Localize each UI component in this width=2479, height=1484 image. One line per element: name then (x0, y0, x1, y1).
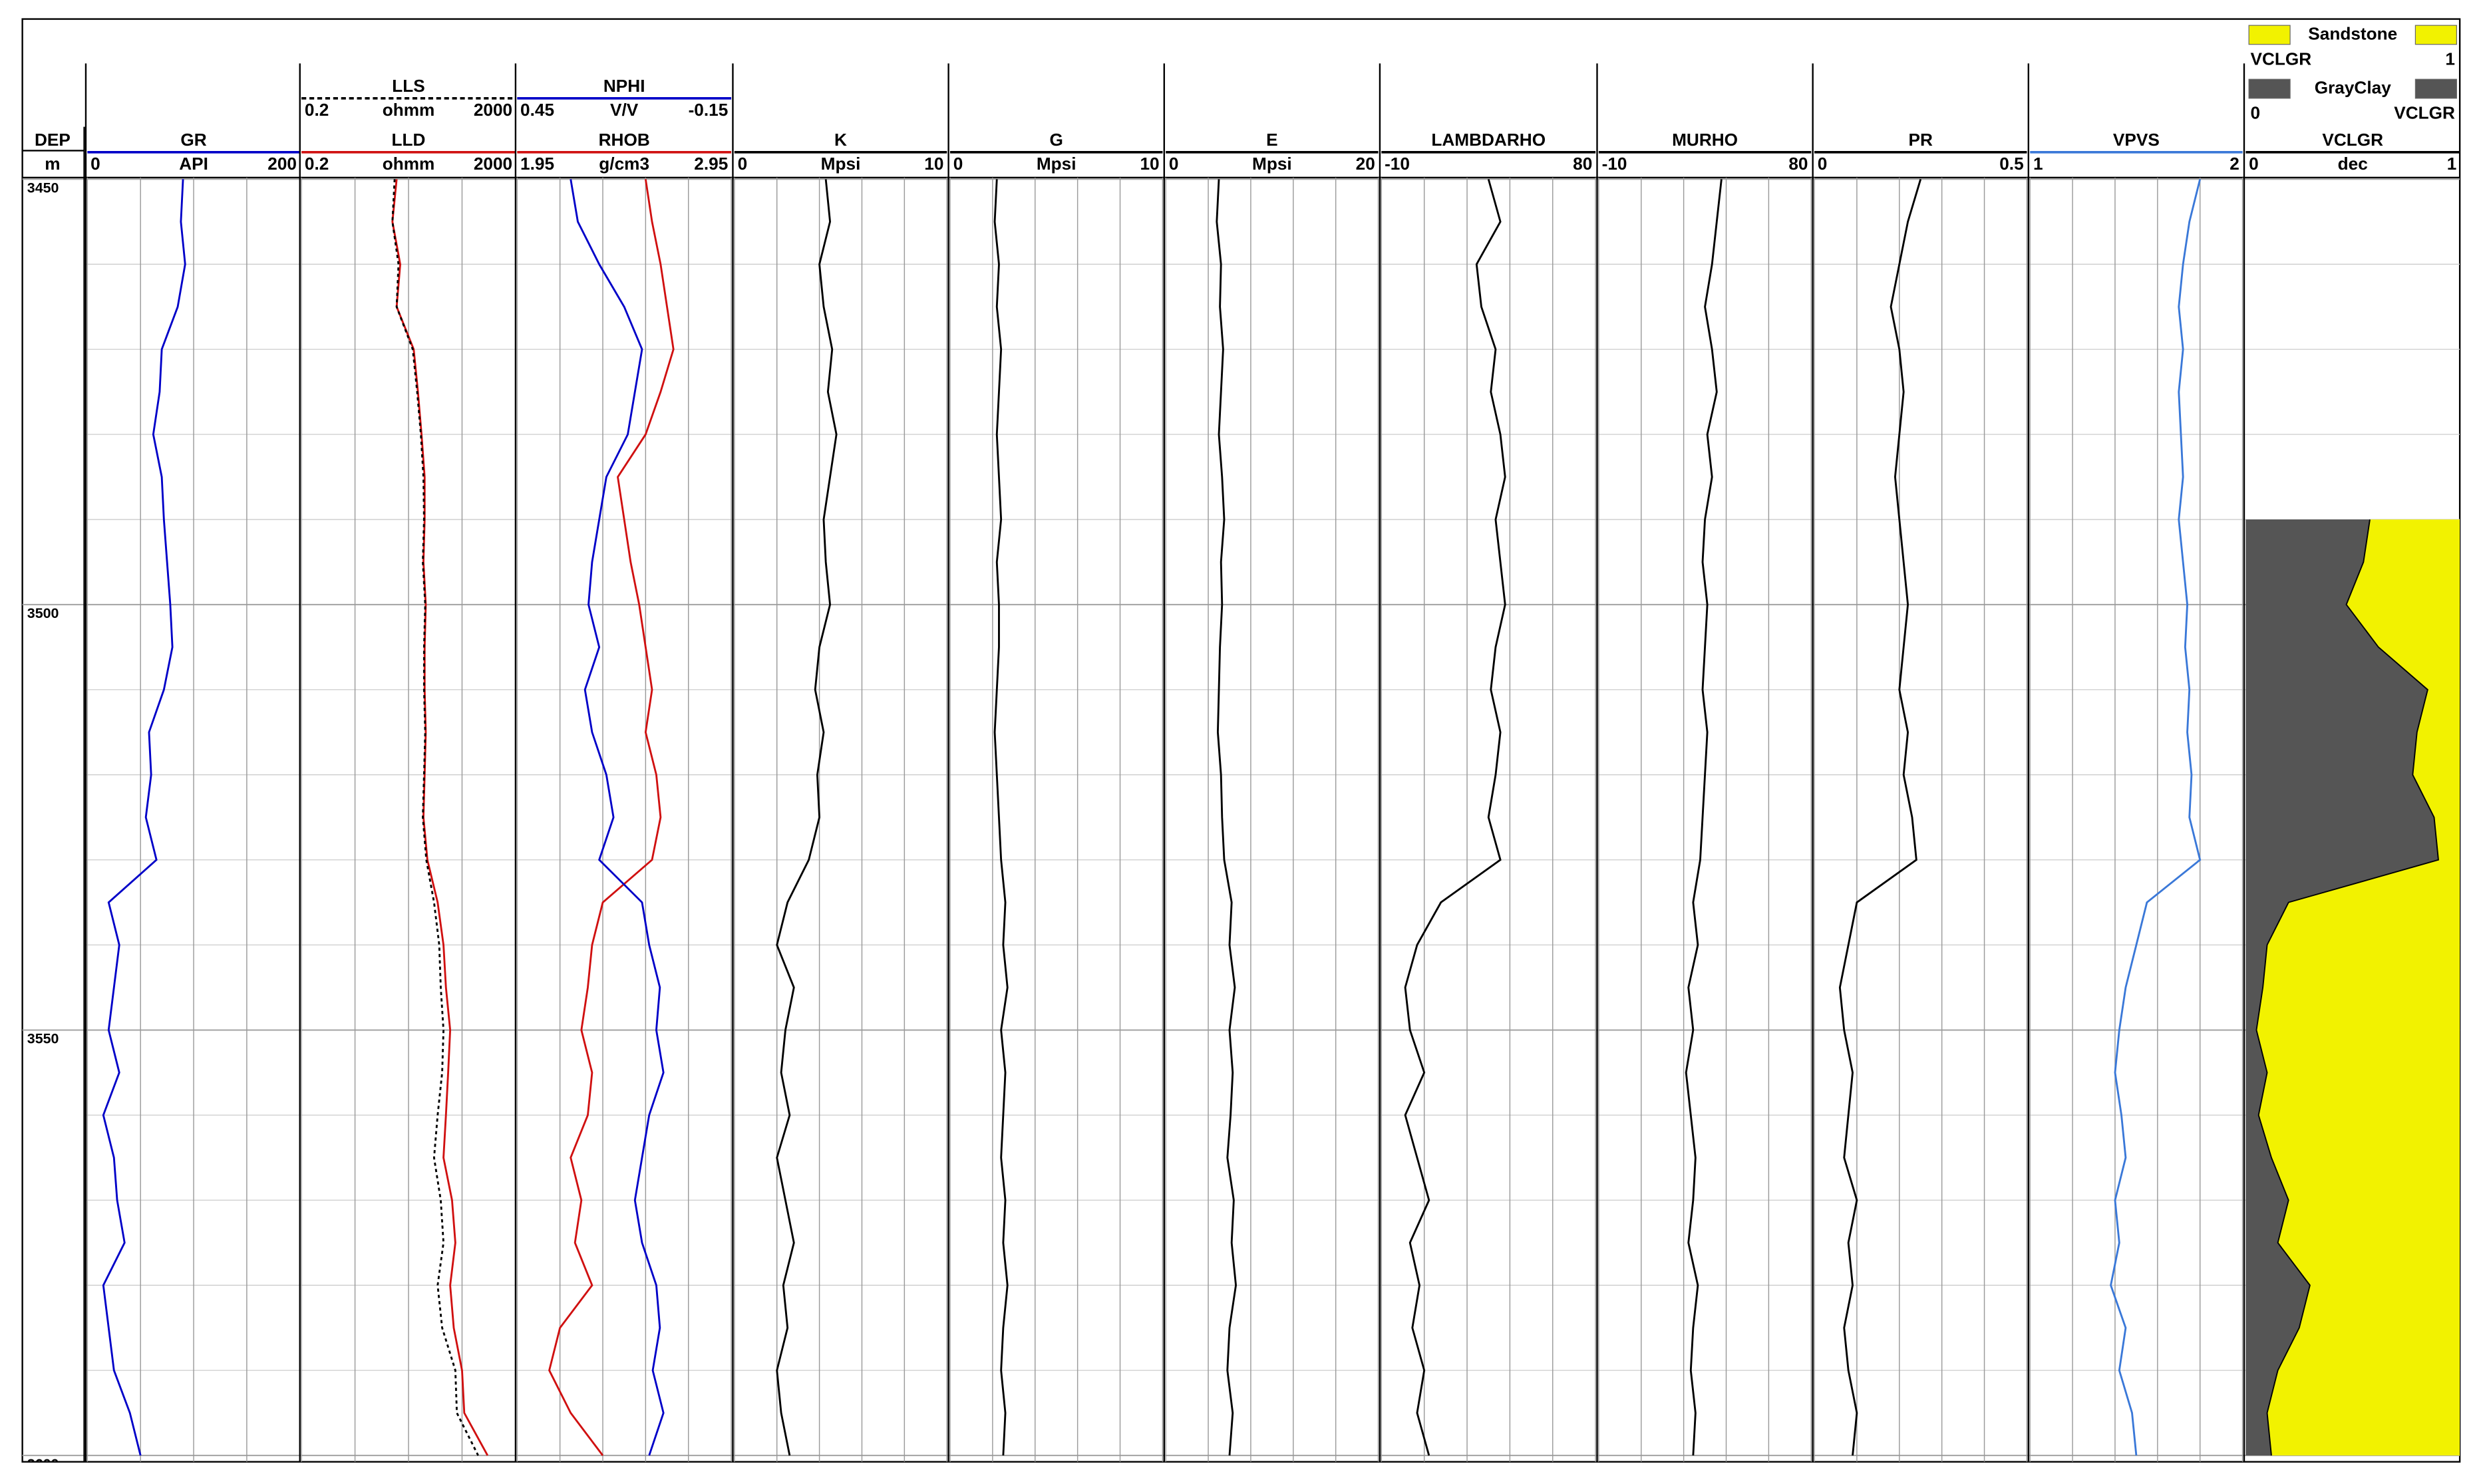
scale-right: 0.5 (1999, 154, 2023, 174)
log-curve (102, 179, 186, 1456)
curve-unit: Mpsi (1252, 154, 1292, 174)
curve-unit: dec (2338, 154, 2368, 174)
log-curve (1838, 178, 1922, 1456)
log-curve (993, 179, 1009, 1456)
curve-name: E (1266, 130, 1277, 150)
scale-right: 2 (2230, 154, 2239, 174)
log-curve (2110, 178, 2202, 1456)
curve-name: MURHO (1672, 130, 1738, 150)
scale-left: 0.2 (305, 100, 329, 120)
scale-left: 0.2 (305, 154, 329, 174)
scale-left: 1 (2033, 154, 2043, 174)
legend-swatch (2248, 25, 2291, 45)
curve-name: LAMBDARHO (1431, 130, 1546, 150)
scale-left: 0 (90, 154, 100, 174)
depth-tick-label: 3450 (27, 180, 59, 196)
scale-right: 2000 (474, 154, 512, 174)
legend-left-label: 0 (2251, 103, 2261, 123)
scale-left: 0 (1818, 154, 1828, 174)
curve-unit: ohmm (383, 100, 435, 120)
log-curve (391, 179, 479, 1456)
outer-frame (21, 18, 2461, 1463)
legend-name: GrayClay (2315, 77, 2392, 97)
curve-name: G (1050, 130, 1063, 150)
scale-right: 20 (1356, 154, 1375, 174)
depth-unit: m (45, 154, 60, 174)
curve-name: K (834, 130, 847, 150)
legend-right-label: VCLGR (2394, 103, 2455, 123)
scale-left: -10 (1602, 154, 1627, 174)
log-curve (2255, 519, 2439, 1456)
curve-name: RHOB (599, 130, 650, 150)
curve-unit: g/cm3 (599, 154, 649, 174)
scale-right: 10 (1140, 154, 1159, 174)
curve-unit: V/V (610, 100, 639, 120)
curve-name: LLS (392, 76, 425, 96)
legend-swatch (2414, 25, 2457, 45)
depth-tick-label: 3500 (27, 605, 59, 621)
depth-tick-label: 3600 (27, 1456, 59, 1472)
scale-right: 80 (1788, 154, 1808, 174)
curve-name: PR (1909, 130, 1933, 150)
depth-label: DEP (35, 130, 71, 150)
curve-name: VCLGR (2322, 130, 2383, 150)
log-curve (548, 179, 675, 1456)
plot-area: 3450 3500 3550 3600 (22, 177, 2460, 1472)
log-curve (1216, 179, 1238, 1456)
log-curve (1685, 179, 1723, 1456)
scale-left: 0.45 (520, 100, 554, 120)
scale-left: 0 (1169, 154, 1179, 174)
curve-name: VPVS (2113, 130, 2160, 150)
scale-left: 0 (2249, 154, 2259, 174)
scale-left: 0 (953, 154, 963, 174)
curve-unit: ohmm (383, 154, 435, 174)
curve-unit: API (179, 154, 208, 174)
curve-name: LLD (392, 130, 426, 150)
scale-right: 2.95 (694, 154, 728, 174)
legend-swatch (2248, 78, 2291, 99)
scale-right: 10 (924, 154, 943, 174)
scale-right: 1 (2447, 154, 2457, 174)
scale-left: 0 (738, 154, 748, 174)
curve-unit: Mpsi (1037, 154, 1076, 174)
scale-right: 80 (1573, 154, 1592, 174)
lithology-fill (2256, 519, 2460, 1456)
legend-name: Sandstone (2308, 23, 2397, 43)
scale-right: 200 (267, 154, 297, 174)
legend-right-label: 1 (2445, 49, 2455, 69)
scale-left: -10 (1385, 154, 1410, 174)
log-curve (570, 179, 665, 1456)
curve-unit: Mpsi (821, 154, 861, 174)
scale-right: 2000 (474, 100, 512, 120)
depth-tick-label: 3550 (27, 1030, 59, 1046)
curve-name: NPHI (603, 76, 645, 96)
scale-left: 1.95 (520, 154, 554, 174)
log-curve (776, 179, 838, 1456)
log-curve (1404, 178, 1506, 1456)
legend-left-label: VCLGR (2251, 49, 2312, 69)
legend-swatch (2414, 78, 2457, 99)
curve-name: GR (180, 130, 206, 150)
scale-right: -0.15 (689, 100, 729, 120)
lithology-fill (2245, 519, 2438, 1456)
